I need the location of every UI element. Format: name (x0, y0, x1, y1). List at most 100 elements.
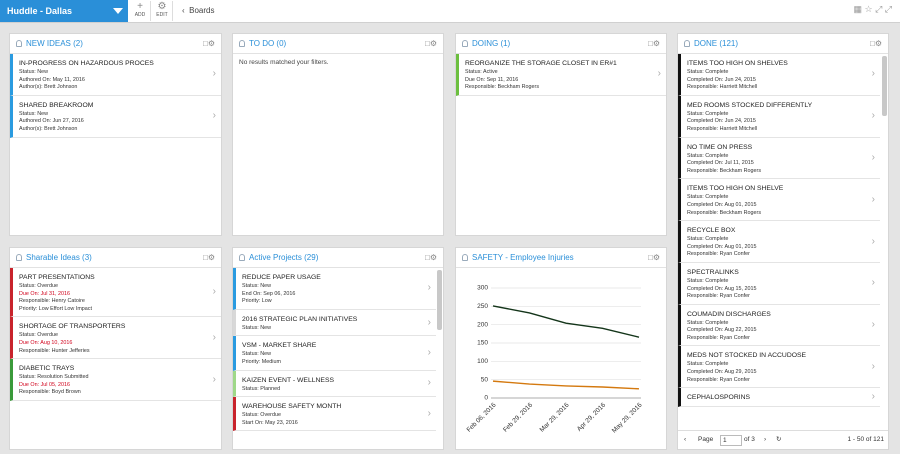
card-detail: Start On: May 23, 2016 (242, 419, 298, 426)
chevron: › (871, 391, 875, 403)
card[interactable]: NO TIME ON PRESS Status: Complete Complete… (678, 137, 880, 180)
card-detail: Completed On: Aug 29, 2015 (687, 369, 757, 376)
chevron: › (427, 316, 431, 328)
chevron: › (427, 377, 431, 389)
card[interactable]: IN-PROGRESS ON HAZARDOUS PROCES Status: N… (10, 54, 221, 96)
card-title: 2016 STRATEGIC PLAN INITIATIVES (242, 315, 358, 323)
card-detail: Authored On: Jun 27, 2016 (19, 118, 84, 125)
card-detail: Due On: Aug 10, 2016 (19, 339, 73, 346)
card[interactable]: REORGANIZE THE STORAGE CLOSET IN ER#1 Sta… (456, 54, 666, 96)
card[interactable]: WAREHOUSE SAFETY MONTH Status: Overdue Sta… (233, 397, 436, 432)
card-detail: Status: Complete (687, 69, 729, 75)
window-icons[interactable]: ▦ ☆ ⤢ ⤢ (853, 4, 892, 14)
breadcrumb[interactable]: ‹ Boards (182, 6, 215, 15)
panel: TO DO (0) No results matched your filters… (232, 33, 444, 236)
card-detail: Completed On: Jun 24, 2015 (687, 118, 756, 125)
pager-prev[interactable]: ‹ (684, 436, 687, 443)
card-detail: Completed On: Aug 15, 2015 (687, 285, 757, 292)
panel-header: Sharable Ideas (3) (10, 248, 221, 268)
card-detail: Status: New (19, 69, 49, 75)
chevron: › (657, 68, 661, 80)
card[interactable]: CEPHALOSPORINS › (678, 388, 880, 408)
card-title: IN-PROGRESS ON HAZARDOUS PROCES (19, 60, 154, 67)
card[interactable]: PART PRESENTATIONS Status: Overdue Due On:… (10, 268, 221, 318)
add-label: ADD (134, 12, 146, 18)
card[interactable]: MEDS NOT STOCKED IN ACCUDOSE Status: Comp… (678, 346, 880, 389)
card-detail: Responsible: Hunter Jefferies (19, 347, 90, 354)
series-line (492, 380, 640, 390)
card[interactable]: SHORTAGE OF TRANSPORTERS Status: Overdue D… (10, 317, 221, 360)
panel: DOING (1)REORGANIZE THE STORAGE CLOSET I… (455, 33, 667, 236)
scrollbar[interactable] (882, 56, 887, 116)
card-title: CEPHALOSPORINS (687, 394, 751, 402)
chevron: › (427, 407, 431, 419)
chevron: › (427, 282, 431, 294)
x-tick-label: Feb 29, 2016 (502, 401, 534, 433)
card-title: DIABETIC TRAYS (19, 365, 75, 373)
card-detail: Status: Planned (242, 385, 281, 392)
pager-refresh[interactable]: ↻ (776, 436, 782, 443)
card-detail: Status: Complete (687, 152, 729, 159)
panel: SAFETY - Employee Injuries 0 50 100 150 200 2… (455, 247, 667, 450)
card-detail: Due On: Sep 11, 2016 (465, 76, 519, 83)
card-detail: Responsible: Beckham Rogers (465, 84, 540, 91)
panel-header: DOING (1) (456, 34, 666, 54)
card-detail: Due On: Jul 31, 2016 (19, 290, 70, 297)
panel-body: No results matched your filters. (233, 54, 443, 235)
pager-range: 1 - 50 of 121 (847, 436, 885, 443)
board-selector[interactable]: Huddle - Dallas (0, 0, 128, 22)
y-tick-label: 200 (477, 321, 488, 328)
panel-header: SAFETY - Employee Injuries (456, 248, 666, 268)
card[interactable]: ITEMS TOO HIGH ON SHELVES Status: Complet… (678, 54, 880, 96)
add-button[interactable]: + ADD (130, 1, 151, 21)
card-detail: Author(s): Brett Johnson (19, 125, 78, 132)
panel-header: TO DO (0) (233, 34, 443, 54)
card[interactable]: RECYCLE BOX Status: Complete Completed On:… (678, 221, 880, 263)
card[interactable]: 2016 STRATEGIC PLAN INITIATIVES Status: N… (233, 309, 436, 337)
card-title: MEDS NOT STOCKED IN ACCUDOSE (687, 352, 807, 360)
chevron: › (212, 331, 216, 343)
card[interactable]: VSM - MARKET SHARE Status: New Priority: M… (233, 336, 436, 371)
edit-label: EDIT (156, 12, 168, 18)
y-tick-label: 250 (477, 303, 488, 310)
page-input[interactable]: 1 (720, 435, 742, 446)
card-detail: Author(s): Brett Johnson (19, 84, 78, 91)
series-line (492, 305, 640, 338)
y-tick-label: 300 (477, 285, 488, 292)
edit-button[interactable]: ⚙ EDIT (152, 1, 173, 21)
panel-header: DONE (121) (678, 34, 888, 54)
x-tick-label: Apr 29, 2016 (576, 401, 608, 433)
chevron: › (871, 68, 875, 80)
chevron: › (871, 319, 875, 331)
panel-body: REDUCE PAPER USAGE Status: New End On: Sep… (233, 268, 436, 449)
card[interactable]: ITEMS TOO HIGH ON SHELVE Status: Complete… (678, 179, 880, 222)
card-detail: Priority: Medium (242, 358, 281, 365)
card-title: SPECTRALINKS (687, 268, 739, 276)
card-title: ITEMS TOO HIGH ON SHELVES (687, 60, 788, 67)
card-detail: Priority: Low (242, 298, 272, 305)
card[interactable]: MED ROOMS STOCKED DIFFERENTLY Status: Com… (678, 95, 880, 138)
breadcrumb-label: Boards (189, 6, 215, 15)
chevron: › (427, 346, 431, 358)
chevron: › (871, 151, 875, 163)
card-detail: Responsible: Ryan Confer (687, 376, 750, 383)
card-detail: Status: Complete (687, 319, 729, 326)
card-detail: Responsible: Beckham Rogers (687, 167, 762, 174)
card-detail: Responsible: Harriett Mitchell (687, 84, 758, 91)
card[interactable]: COUMADIN DISCHARGES Status: Complete Compl… (678, 304, 880, 347)
card-detail: Status: Resolution Submitted (19, 374, 89, 381)
card-detail: Responsible: Beckham Rogers (687, 209, 762, 216)
card[interactable]: SHARED BREAKROOM Status: New Authored On: … (10, 95, 221, 138)
card[interactable]: KAIZEN EVENT - WELLNESS Status: Planned › (233, 370, 436, 398)
panel: NEW IDEAS (2)IN-PROGRESS ON HAZARDOUS PR… (9, 33, 222, 236)
card[interactable]: REDUCE PAPER USAGE Status: New End On: Sep… (233, 268, 436, 310)
card-title: KAIZEN EVENT - WELLNESS (242, 376, 335, 384)
pager-next[interactable]: › (764, 436, 767, 443)
card-detail: Due On: Jul 05, 2016 (19, 381, 70, 388)
card[interactable]: DIABETIC TRAYS Status: Resolution Submitt… (10, 359, 221, 401)
card-detail: Responsible: Henry Catoire (19, 298, 85, 305)
scrollbar[interactable] (437, 270, 442, 330)
card-title: RECYCLE BOX (687, 227, 736, 235)
empty-message: No results matched your filters. (239, 59, 329, 66)
card[interactable]: SPECTRALINKS Status: Complete Completed On… (678, 262, 880, 305)
